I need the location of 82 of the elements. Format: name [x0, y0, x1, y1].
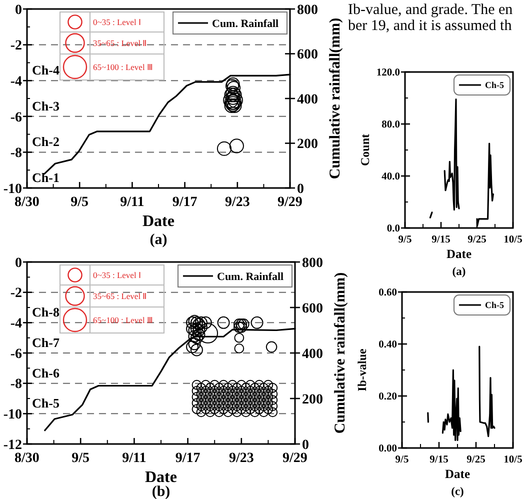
annotation: Ch-1	[32, 170, 60, 185]
text: (a)	[150, 232, 168, 248]
legend-label: 0~35 : Level Ⅰ	[93, 270, 142, 280]
y-tick-label: -6	[10, 110, 22, 126]
y2-tick-label: 0	[297, 182, 304, 197]
x-tick-label: 9/5	[398, 234, 412, 246]
x-tick-label: 9/5	[70, 195, 89, 210]
y-tick-label: 0.0	[386, 224, 400, 235]
y-tick-label: 40.0	[382, 172, 400, 183]
y2-tick-label: 800	[297, 2, 318, 18]
ref-line-label: Ch-3	[32, 98, 60, 114]
y-tick-label: -12	[3, 438, 22, 453]
ref-line-label: Ch-4	[32, 62, 60, 78]
y2-axis-title: Cumulative rainfall(mm)	[327, 18, 344, 180]
text: ber 19, and it is assumed th	[348, 18, 512, 34]
x-tick-label: 9/5	[395, 454, 409, 466]
y2-tick-label: 200	[297, 137, 318, 152]
y2-axis-title: Cumulative rainfall(mm)	[332, 272, 348, 434]
y-tick-label: -10	[3, 182, 22, 197]
x-tick-label: 9/25	[466, 454, 486, 466]
y-tick-label: 0	[15, 256, 22, 271]
y2-tick-label: 800	[302, 256, 323, 271]
legend-label: 0~35 : Level Ⅰ	[93, 16, 142, 27]
x-tick-label: 10/5	[504, 234, 522, 246]
ref-line-label: Ch-6	[32, 365, 60, 380]
y-axis-title: Count	[358, 134, 372, 166]
x-tick-label: 9/25	[468, 234, 486, 246]
x-tick-label: 9/29	[282, 451, 308, 466]
ref-line-label: Ch-8	[32, 304, 60, 320]
x-tick-label: 9/17	[175, 451, 200, 466]
y2-tick-label: 400	[297, 92, 318, 108]
x-tick-label: 9/15	[430, 454, 448, 466]
ref-line-label: Ch-2	[32, 134, 60, 150]
x-tick-label: 9/15	[432, 234, 450, 246]
x-tick-label: 9/23	[224, 195, 250, 210]
text: (b)	[152, 484, 170, 499]
legend-label: Cum. Rainfall	[217, 270, 284, 283]
text: Ib-value, and grade. The en	[348, 2, 514, 18]
y-tick-label: 0.00	[378, 444, 397, 455]
x-axis-title: Date	[446, 247, 472, 261]
legend-label: 65~100 : Level Ⅲ	[93, 62, 153, 72]
ref-line-label: Ch-5	[32, 396, 60, 411]
x-tick-label: 8/30	[14, 451, 40, 466]
y-tick-label: -8	[10, 377, 22, 392]
legend-label: Ch-5	[485, 80, 504, 90]
y-tick-label: 0.60	[378, 288, 397, 299]
y-tick-label: 0	[15, 2, 22, 18]
x-axis-title: Date	[145, 469, 177, 486]
y-tick-label: -8	[10, 146, 22, 162]
ref-line-label: Ch-7	[32, 335, 60, 350]
text: (c)	[451, 486, 464, 498]
y-tick-label: 80.0	[382, 120, 400, 131]
x-tick-label: 9/29	[278, 195, 302, 210]
y-tick-label: -2	[10, 38, 22, 54]
legend-label: Cum. Rainfall	[212, 18, 279, 30]
x-axis-title: Date	[445, 467, 470, 481]
y-tick-label: -6	[10, 346, 22, 362]
y-tick-label: -4	[10, 74, 22, 90]
x-tick-label: 9/11	[120, 195, 144, 210]
y-tick-label: -2	[10, 286, 22, 302]
y-tick-label: 120.0	[376, 68, 400, 79]
y2-tick-label: 0	[302, 438, 309, 453]
y-tick-label: -4	[10, 316, 22, 332]
x-tick-label: 9/23	[228, 451, 254, 466]
x-tick-label: 10/5	[504, 454, 522, 466]
y2-tick-label: 400	[302, 346, 323, 362]
text: (a)	[452, 266, 466, 278]
y2-tick-label: 600	[302, 301, 323, 316]
legend-label: 35~65 : Level Ⅱ	[93, 290, 147, 301]
x-tick-label: 9/5	[72, 451, 90, 466]
y-tick-label: 0.40	[378, 340, 397, 351]
legend-label: 65~100 : Level Ⅲ	[93, 314, 153, 325]
y-tick-label: -10	[3, 408, 22, 423]
y2-tick-label: 600	[297, 48, 318, 63]
x-tick-label: 8/30	[14, 195, 40, 210]
y2-tick-label: 200	[302, 392, 323, 408]
x-axis-title: Date	[142, 213, 174, 230]
y-tick-label: 0.20	[378, 392, 397, 403]
y-axis-title: Ib-value	[355, 348, 369, 392]
x-tick-label: 9/17	[172, 195, 198, 210]
legend-label: Ch-5	[485, 300, 504, 310]
x-tick-label: 9/11	[122, 451, 146, 466]
